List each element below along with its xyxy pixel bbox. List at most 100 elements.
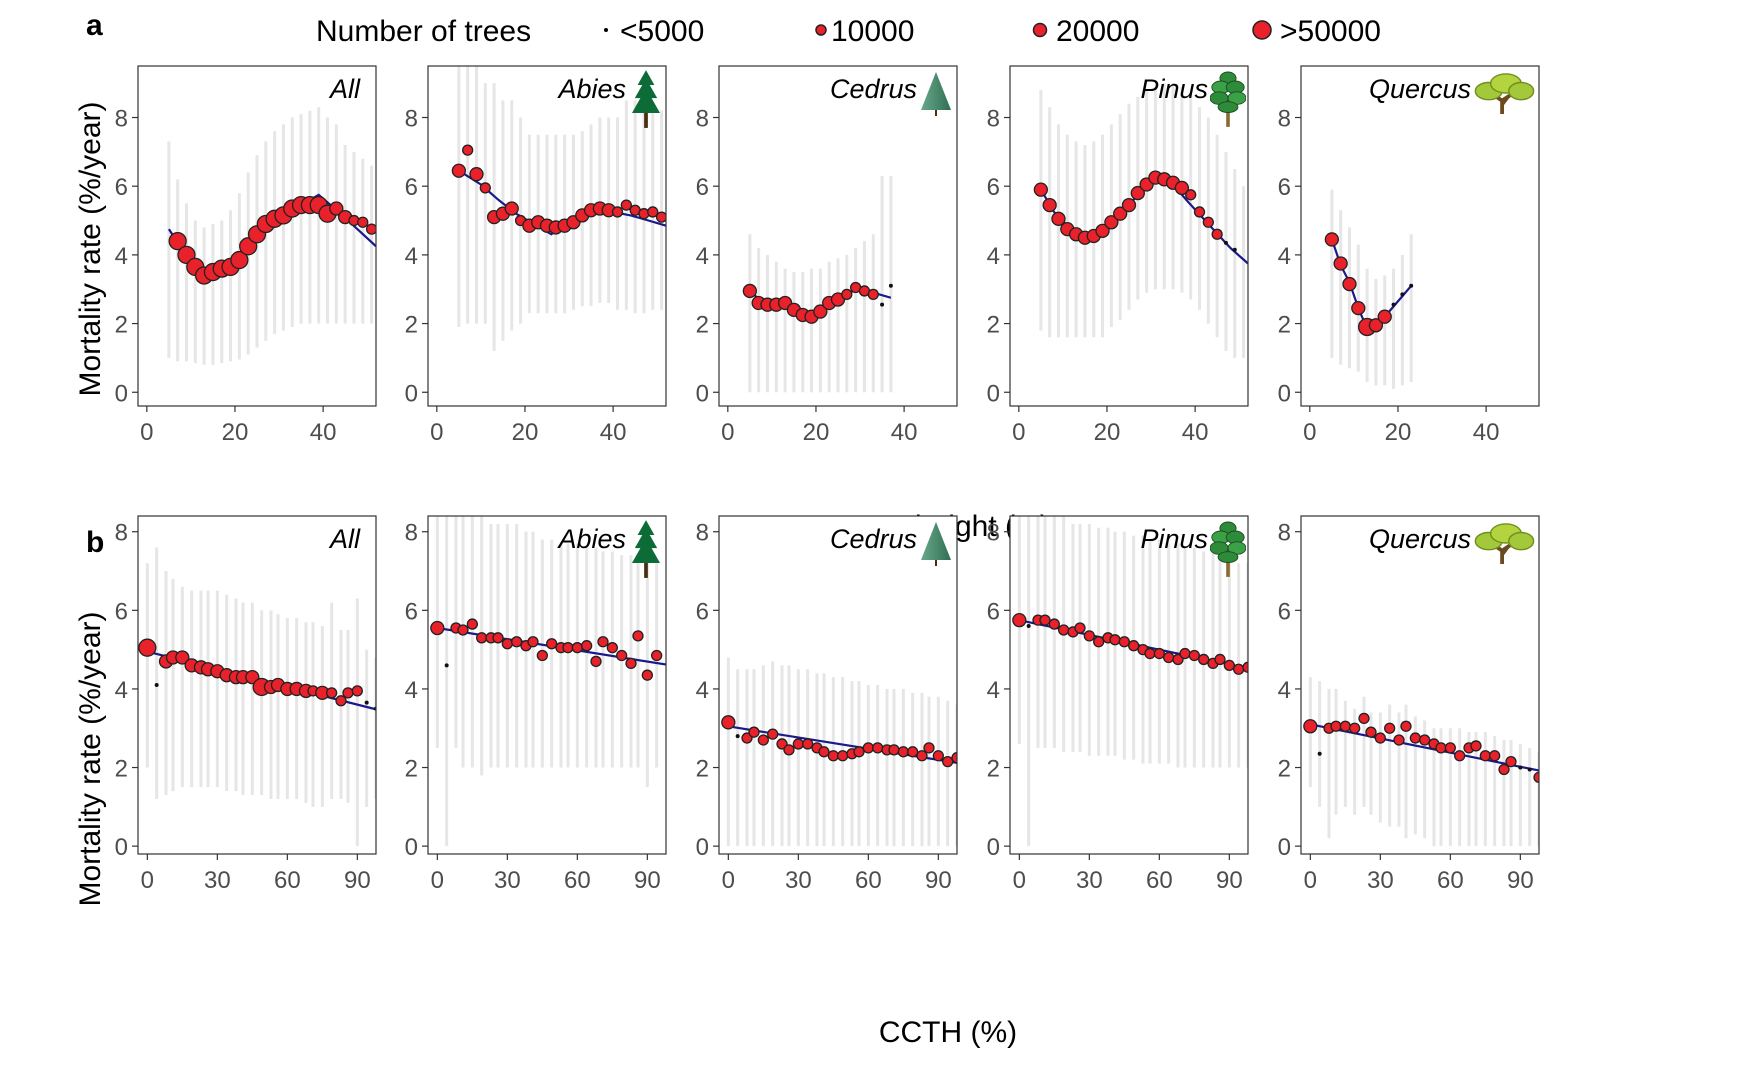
data-point-cedrus <box>872 742 884 754</box>
y-tick-label-all: 0 <box>115 834 128 861</box>
data-point-cedrus <box>721 715 736 730</box>
data-point-cedrus <box>907 746 919 758</box>
data-point-cedrus <box>862 742 874 754</box>
panel-title-cedrus: Cedrus <box>830 524 917 554</box>
panel-plot-area-cedrus <box>721 657 957 847</box>
data-point-quercus <box>1400 720 1412 732</box>
x-tick-label-all: 60 <box>274 867 301 894</box>
data-point-pinus <box>1211 228 1223 240</box>
panel-title-quercus: Quercus <box>1369 524 1471 554</box>
data-point-pinus <box>1188 649 1200 662</box>
data-point-quercus <box>1505 755 1517 768</box>
data-point-all <box>364 700 369 705</box>
panel-plot-area-abies <box>451 66 666 352</box>
data-point-cedrus <box>916 750 928 762</box>
panel-title-abies: Abies <box>556 524 626 554</box>
panel-border-cedrus <box>718 515 958 855</box>
x-tick-label-quercus: 0 <box>1304 867 1317 894</box>
y-axis-title-row-a: Mortality rate (%/year) <box>74 101 107 396</box>
data-point-quercus <box>1342 276 1357 292</box>
panel-title-all: All <box>328 524 361 554</box>
data-point-pinus <box>1058 624 1070 636</box>
data-point-cedrus <box>888 744 900 756</box>
data-point-abies <box>616 649 628 662</box>
y-tick-label-cedrus: 4 <box>696 243 709 270</box>
panel-border-pinus <box>1009 515 1249 855</box>
x-tick-label-all: 20 <box>222 419 249 446</box>
y-tick-label-quercus: 4 <box>1278 243 1291 270</box>
data-point-pinus <box>1223 659 1235 671</box>
data-point-abies <box>620 199 632 211</box>
data-point-abies <box>430 620 445 636</box>
y-tick-label-abies: 0 <box>405 380 418 407</box>
data-point-abies <box>611 206 624 218</box>
data-point-all <box>138 638 157 657</box>
fit-line-quercus <box>1310 723 1539 772</box>
size-legend: Number of trees <5000 10000 20000 >50000 <box>316 15 1381 48</box>
data-point-all <box>154 683 159 687</box>
x-tick-label-quercus: 0 <box>1303 419 1316 446</box>
y-tick-label-abies: 6 <box>405 174 418 201</box>
y-tick-label-all: 6 <box>115 174 128 201</box>
data-point-pinus <box>1095 223 1110 238</box>
data-point-pinus <box>1232 247 1237 252</box>
y-tick-label-pinus: 4 <box>987 243 1000 270</box>
panel-title-all: All <box>328 74 361 104</box>
data-point-cedrus <box>818 746 830 758</box>
panel-a-abies: 0 2 4 6 8 0 20 40 Abies <box>405 65 667 446</box>
panel-border-abies <box>427 515 667 855</box>
panel-a-pinus: 0 2 4 6 8 0 20 40 Pinus <box>987 65 1249 446</box>
panel-title-pinus: Pinus <box>1140 524 1208 554</box>
data-point-quercus <box>1533 771 1539 784</box>
data-point-abies <box>492 632 504 644</box>
y-tick-label-abies: 8 <box>405 520 418 547</box>
panel-plot-area-quercus <box>1303 677 1539 847</box>
data-point-pinus <box>1242 661 1248 673</box>
panel-b-abies: 0 2 4 6 8 0 30 60 90 Abies <box>405 515 667 894</box>
panel-a-all: 0 2 4 6 8 0 20 40 All <box>115 65 377 446</box>
data-point-pinus <box>1193 206 1206 218</box>
data-point-abies <box>476 632 488 644</box>
panel-b-all: 0 2 4 6 8 0 30 60 90 All <box>115 515 377 894</box>
data-point-quercus <box>1365 726 1377 738</box>
data-point-abies <box>527 636 539 648</box>
panel-border-pinus <box>1009 65 1249 407</box>
x-tick-label-all: 90 <box>344 867 371 894</box>
data-point-quercus <box>1377 309 1392 324</box>
data-point-abies <box>457 624 469 636</box>
y-tick-label-pinus: 0 <box>987 834 1000 861</box>
data-point-abies <box>597 636 609 648</box>
panel-a-cedrus: 0 2 4 6 8 0 20 40 Cedrus <box>696 65 958 446</box>
y-tick-label-quercus: 4 <box>1278 677 1291 704</box>
legend-label-gt50000: >50000 <box>1280 15 1381 48</box>
data-point-abies <box>581 640 593 652</box>
legend-marker-gt50000 <box>1252 20 1272 40</box>
data-point-cedrus <box>735 734 740 739</box>
y-tick-label-pinus: 6 <box>987 598 1000 625</box>
data-point-abies <box>641 669 653 681</box>
panel-border-quercus <box>1300 515 1540 855</box>
data-point-abies <box>647 206 659 218</box>
y-tick-label-quercus: 6 <box>1278 174 1291 201</box>
x-tick-label-abies: 30 <box>494 867 521 894</box>
y-tick-label-abies: 2 <box>405 756 418 783</box>
data-point-pinus <box>1163 651 1175 664</box>
data-point-quercus <box>1409 732 1421 744</box>
data-point-all <box>329 201 344 216</box>
panel-border-cedrus <box>718 65 958 407</box>
panel-plot-area-all <box>138 547 376 847</box>
data-point-cedrus <box>748 726 760 738</box>
y-tick-label-all: 0 <box>115 380 128 407</box>
x-tick-label-abies: 40 <box>600 419 627 446</box>
x-tick-label-all: 30 <box>204 867 231 894</box>
panel-b-cedrus: 0 2 4 6 8 0 30 60 90 Cedrus <box>696 515 958 894</box>
data-point-abies <box>546 638 558 650</box>
y-tick-label-pinus: 0 <box>987 380 1000 407</box>
data-point-quercus <box>1454 750 1466 762</box>
data-point-pinus <box>1033 182 1049 197</box>
panel-border-all <box>137 65 377 407</box>
y-tick-label-quercus: 0 <box>1278 834 1291 861</box>
y-tick-label-all: 8 <box>115 106 128 133</box>
x-tick-label-pinus: 0 <box>1012 419 1025 446</box>
